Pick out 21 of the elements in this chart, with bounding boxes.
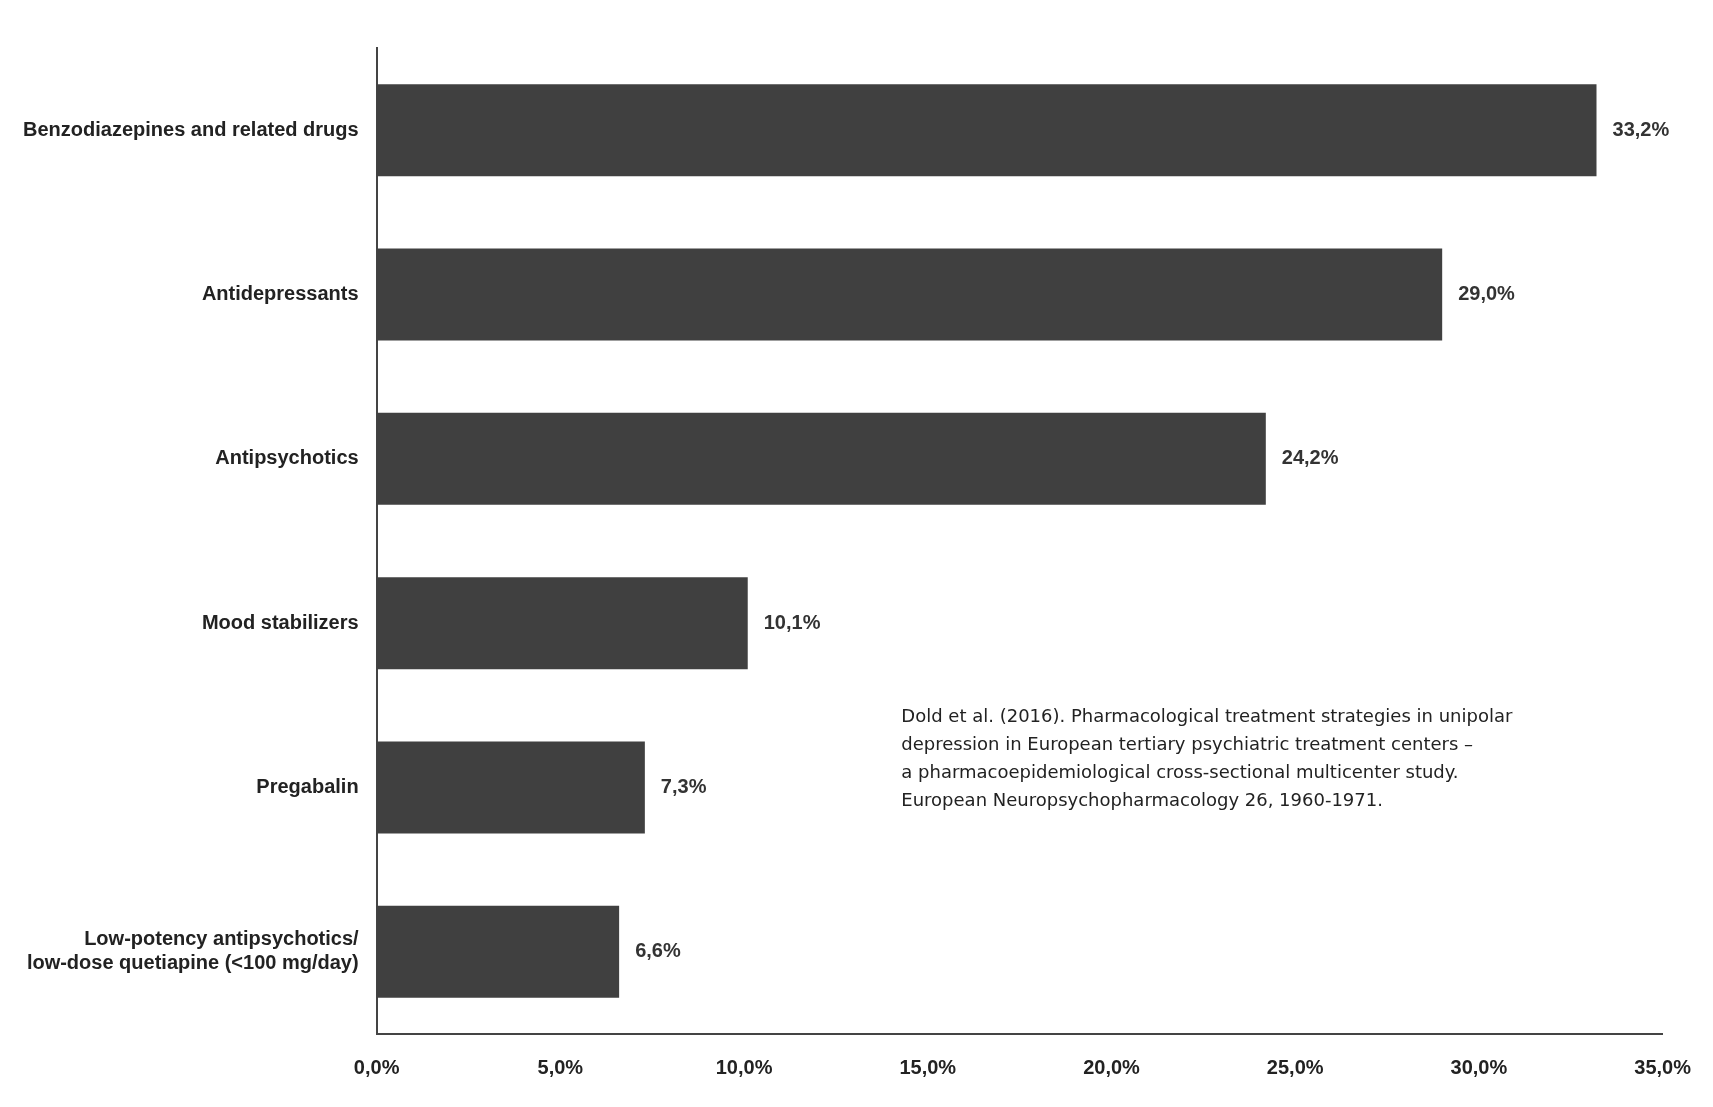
y-tick-label: Mood stabilizers bbox=[201, 610, 359, 633]
y-tick-label: Benzodiazepines and related drugs bbox=[23, 117, 359, 140]
x-tick-label: 20,0% bbox=[1083, 1055, 1141, 1078]
data-label: 24,2% bbox=[1281, 446, 1339, 469]
annotation: Dold et al. (2016). Pharmacological treatment strategies in unipolar depression in European tertiary psychiatric treatment centers – a pharmacoepidemiological cross-sectional multicenter study. European Neuropsychopharmacology 26, 1960-1971. bbox=[901, 705, 1513, 811]
data-label: 6,6% bbox=[635, 939, 681, 962]
data-label: 7,3% bbox=[660, 775, 707, 798]
data-label: 33,2% bbox=[1612, 117, 1670, 140]
y-tick-label: Pregabalin bbox=[256, 775, 359, 798]
x-tick-label: 25,0% bbox=[1266, 1055, 1324, 1078]
x-tick-label: 5,0% bbox=[537, 1055, 584, 1078]
data-label: 10,1% bbox=[763, 610, 821, 633]
y-tick-label: Antidepressants bbox=[201, 282, 359, 305]
y-tick-label: Antipsychotics bbox=[215, 446, 359, 469]
x-tick-label: 30,0% bbox=[1450, 1055, 1508, 1078]
x-tick-label: 15,0% bbox=[899, 1055, 957, 1078]
data-label: 29,0% bbox=[1458, 282, 1516, 305]
y-tick-label: Low-potency antipsychotics/ low-dose quetiapine (<100 mg/day) bbox=[26, 927, 360, 974]
x-tick-label: 0,0% bbox=[353, 1055, 400, 1078]
x-tick-label: 10,0% bbox=[715, 1055, 773, 1078]
x-tick-label: 35,0% bbox=[1634, 1055, 1692, 1078]
